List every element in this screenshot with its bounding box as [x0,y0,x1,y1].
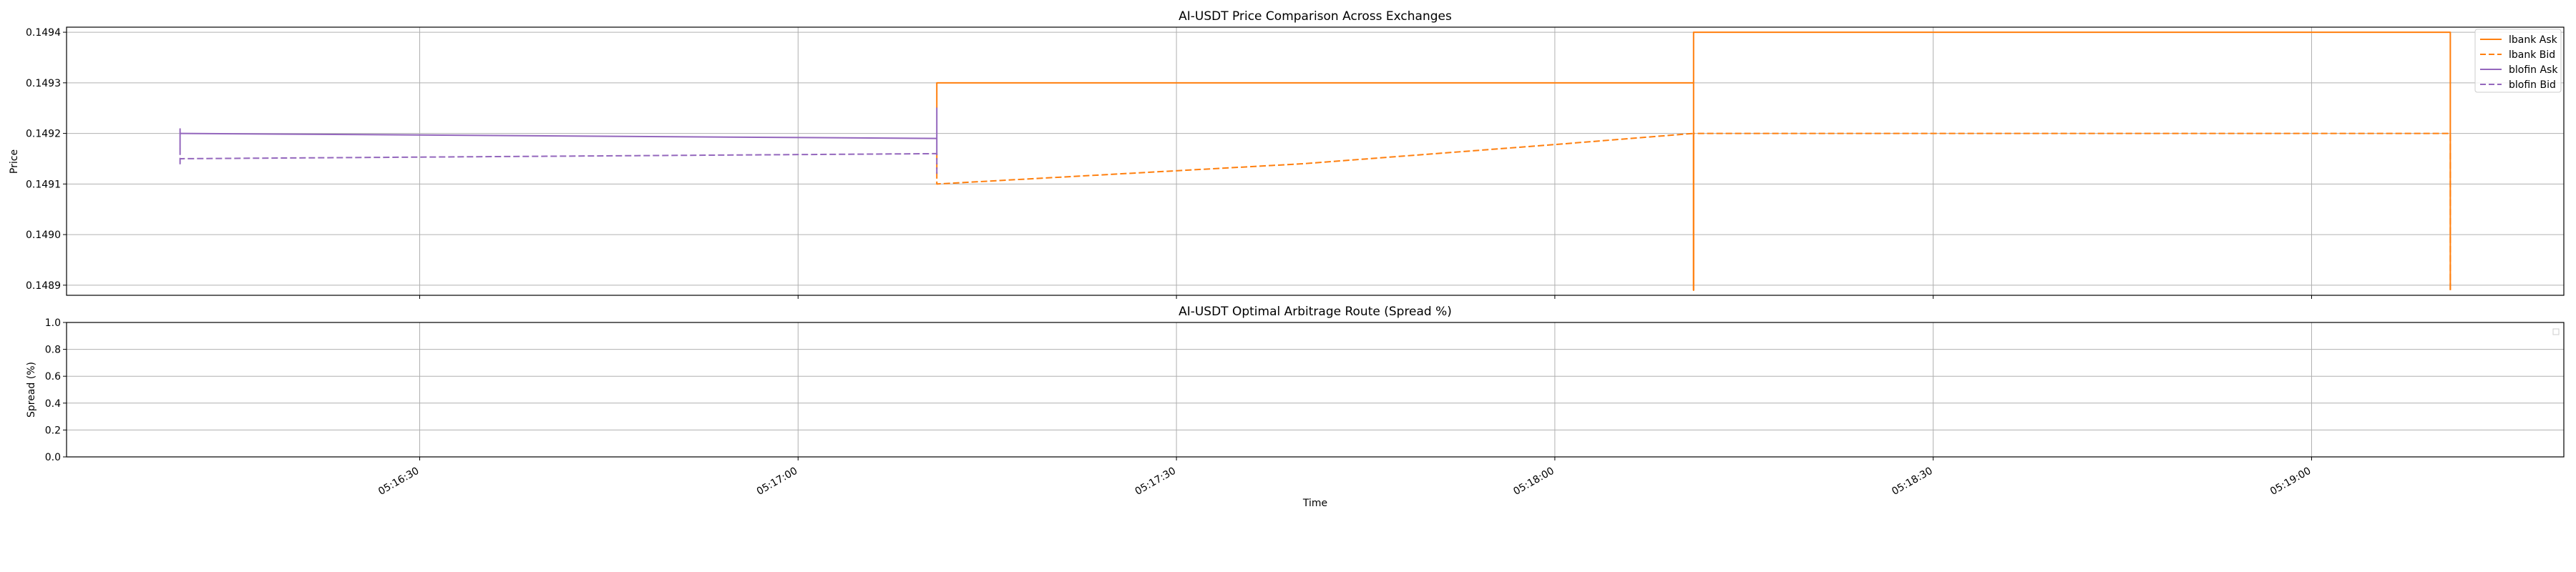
series-line-blofin-ask [179,107,938,154]
spread-x-ticks: 05:16:30 05:17:00 05:17:30 05:18:00 05:18:30… [376,457,2313,498]
spread-y-tick-label: 0.8 [45,345,61,356]
price-y-label: Price [9,149,20,174]
price-y-tick-label: 0.1493 [26,78,61,89]
price-series [179,31,2451,291]
x-tick-label: 05:17:30 [1133,465,1178,498]
series-line-lbank-bid [936,132,2451,291]
spread-y-ticks: 0.0 0.2 0.4 0.6 0.8 1.0 [45,317,67,463]
x-tick-label: 05:18:00 [1511,465,1556,498]
price-y-tick-label: 0.1494 [26,27,61,39]
price-chart-title: AI-USDT Price Comparison Across Exchange… [1179,9,1452,24]
price-y-ticks: 0.1489 0.1490 0.1491 0.1492 0.1493 0.1494 [26,27,67,292]
spread-y-label: Spread (%) [26,362,37,418]
price-y-tick-label: 0.1489 [26,280,61,292]
spread-y-tick-label: 0.6 [45,371,61,383]
price-axes-frame [66,26,2565,296]
spread-grid [67,322,2564,458]
x-tick-label: 05:17:00 [755,465,799,498]
x-tick-label: 05:16:30 [376,465,421,498]
legend-box [2474,29,2562,93]
price-panel: AI-USDT Price Comparison Across Exchange… [9,9,2565,299]
price-y-tick-label: 0.1490 [26,230,61,241]
x-axis-label: Time [1302,498,1327,509]
legend-label: lbank Ask [2509,34,2558,46]
price-y-tick-label: 0.1492 [26,129,61,140]
spread-y-tick-label: 1.0 [45,317,61,329]
price-legend[interactable]: lbank Ask lbank Bid blofin Ask blofin Bid [2474,29,2562,93]
spread-chart-title: AI-USDT Optimal Arbitrage Route (Spread … [1179,305,1452,319]
x-tick-label: 05:18:30 [1890,465,1934,498]
spread-panel: AI-USDT Optimal Arbitrage Route (Spread … [26,305,2565,509]
spread-empty-legend [2552,328,2560,335]
spread-y-tick-label: 0.2 [45,425,61,436]
legend-label: blofin Ask [2509,64,2558,76]
price-grid [67,27,2564,295]
spread-y-tick-label: 0.4 [45,398,61,410]
series-line-blofin-bid [179,148,938,174]
price-x-ticks [419,295,2312,299]
x-tick-label: 05:19:00 [2268,465,2313,498]
legend-label: blofin Bid [2509,79,2556,91]
price-y-tick-label: 0.1491 [26,179,61,190]
spread-y-tick-label: 0.0 [45,452,61,463]
legend-label: lbank Bid [2509,49,2555,61]
spread-axes-frame [66,322,2565,458]
